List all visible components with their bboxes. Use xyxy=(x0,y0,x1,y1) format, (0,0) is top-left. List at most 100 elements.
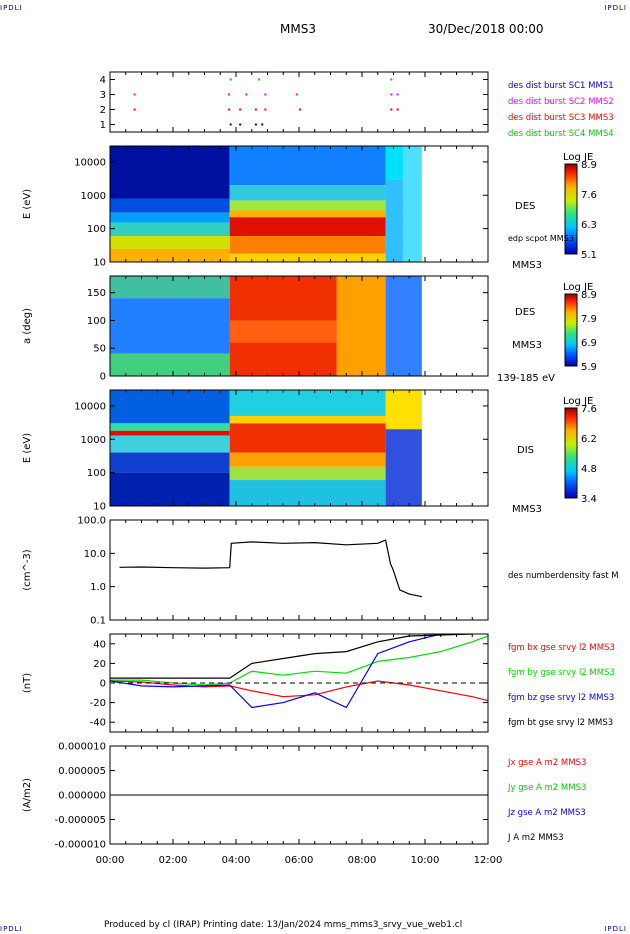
dis-energy-ytick-label: 1000 xyxy=(81,435,106,446)
corner-tag-br: IPDLI xyxy=(604,925,627,933)
current-legend-entry: Jy gse A m2 MMS3 xyxy=(507,783,586,793)
bfield-legend-entry: fgm bz gse srvy l2 MMS3 xyxy=(508,693,614,703)
burst-marker xyxy=(133,93,136,96)
des-energy-cell xyxy=(229,236,386,254)
density-ytick-label: 0.1 xyxy=(90,616,106,627)
corner-tag-tl: IPDLI xyxy=(0,4,23,12)
des-energy-ylabel: E (eV) xyxy=(22,189,33,219)
des-pitch-ytick-label: 100 xyxy=(87,316,106,327)
burst-marker xyxy=(228,108,231,111)
bfield-series-line xyxy=(109,680,489,702)
des-energy-cell xyxy=(229,210,386,218)
des-pitch-colorbar-tick-label: 7.9 xyxy=(581,314,597,325)
des-energy-cell xyxy=(110,222,230,237)
burst-marker xyxy=(261,123,264,126)
des-pitch-cell xyxy=(110,353,230,376)
des-energy-cell xyxy=(229,146,386,186)
des-energy-cell xyxy=(385,146,403,180)
dis-energy-ytick-label: 100 xyxy=(87,468,106,479)
density-ytick-label: 100.0 xyxy=(77,516,106,527)
dis-energy-ytick-label: 10 xyxy=(93,502,106,513)
bfield-ytick-label: 40 xyxy=(93,639,106,650)
des-pitch-energy-range: 139-185 eV xyxy=(497,373,555,384)
des-pitch-cell xyxy=(229,320,337,343)
des-pitch-colorbar-tick-label: 6.9 xyxy=(581,338,597,349)
current-ytick-label: 0.000005 xyxy=(58,766,106,777)
bfield-legend-entry: fgm bt gse srvy l2 MMS3 xyxy=(508,718,613,728)
time-axis-label: 10:00 xyxy=(411,855,440,866)
dis-energy-cell xyxy=(110,435,230,453)
des-energy-ytick-label: 100 xyxy=(87,224,106,235)
footer-credit: Produced by cl (IRAP) Printing date: 13/… xyxy=(104,920,463,930)
dis-energy-ytick-label: 10000 xyxy=(74,401,106,412)
des-energy-ytick-label: 10000 xyxy=(74,157,106,168)
des-pitch-cell xyxy=(110,276,230,299)
burst-marker xyxy=(254,108,257,111)
des-energy-colorbar-tick-label: 5.1 xyxy=(581,250,597,261)
time-axis-label: 12:00 xyxy=(474,855,503,866)
current-ytick-label: 0.000010 xyxy=(58,742,106,753)
current-ytick-label: -0.000010 xyxy=(55,840,106,851)
des-energy-colorbar-title: Log JE xyxy=(563,152,593,163)
burst-legend-entry: des dist burst SC2 MMS2 xyxy=(508,97,614,107)
des-energy-cell xyxy=(229,200,386,211)
burst-marker xyxy=(239,123,242,126)
burst-panel-frame xyxy=(109,71,489,133)
dis-energy-cell xyxy=(110,430,230,436)
dis-energy-cell xyxy=(385,429,422,506)
des-energy-cell xyxy=(229,253,386,262)
current-legend-entry: J A m2 MMS3 xyxy=(507,833,564,843)
burst-marker xyxy=(396,93,399,96)
dis-energy-cell xyxy=(229,390,386,416)
des-pitch-ytick-label: 0 xyxy=(100,372,106,383)
burst-ytick-label: 1 xyxy=(100,120,106,131)
des-pitch-colorbar-tick-label: 5.9 xyxy=(581,362,597,373)
burst-legend-entry: des dist burst SC1 MMS1 xyxy=(508,81,614,91)
density-ylabel: (cm^-3) xyxy=(22,549,33,590)
des-energy-cell xyxy=(229,217,386,237)
des-energy-cell xyxy=(385,179,403,262)
dis-energy-colorbar-tick-label: 3.4 xyxy=(581,494,597,505)
des-energy-cell xyxy=(110,212,230,223)
burst-marker xyxy=(133,108,136,111)
dis-energy-colorbar-tick-label: 7.6 xyxy=(581,404,597,415)
des-energy-cell xyxy=(110,198,230,213)
des-energy-ytick-label: 10 xyxy=(93,258,106,269)
current-ytick-label: -0.000005 xyxy=(55,815,106,826)
density-frame xyxy=(109,519,489,621)
des-energy-ytick-label: 1000 xyxy=(81,191,106,202)
des-pitch-ylabel: a (deg) xyxy=(22,308,33,344)
time-axis-label: 06:00 xyxy=(285,855,314,866)
dis-energy-colorbar-bar xyxy=(564,407,578,499)
des-energy-cell xyxy=(402,146,422,262)
des-pitch-colorbar-tick-label: 8.9 xyxy=(581,290,597,301)
bfield-ytick-label: 0 xyxy=(100,679,106,690)
des-pitch-colorbar-title: Log JE xyxy=(563,282,593,293)
corner-tag-tr: IPDLI xyxy=(604,4,627,12)
dis-energy-label: DIS xyxy=(517,445,534,456)
bfield-legend-entry: fgm by gse srvy l2 MMS3 xyxy=(508,668,615,678)
burst-marker xyxy=(390,93,393,96)
des-pitch-colorbar-bar xyxy=(564,293,578,367)
density-legend-entry: des numberdensity fast M xyxy=(508,571,619,581)
des-energy-label2: MMS3 xyxy=(512,260,542,271)
time-axis-label: 00:00 xyxy=(96,855,125,866)
density-ytick-label: 1.0 xyxy=(90,582,106,593)
bfield-ytick-label: -40 xyxy=(90,718,106,729)
time-axis-label: 04:00 xyxy=(222,855,251,866)
des-energy-cell xyxy=(110,236,230,249)
burst-ytick-label: 3 xyxy=(100,90,106,101)
datetime-title: 30/Dec/2018 00:00 xyxy=(428,22,544,36)
des-pitch-label: DES xyxy=(515,307,535,318)
time-axis-label: 02:00 xyxy=(159,855,188,866)
dis-energy-label2: MMS3 xyxy=(512,504,542,515)
bfield-series-line xyxy=(109,633,441,709)
dis-energy-cell xyxy=(229,480,386,506)
current-ylabel: (A/m2) xyxy=(22,778,33,812)
density-series-line xyxy=(119,539,423,598)
current-legend-entry: Jx gse A m2 MMS3 xyxy=(507,758,586,768)
des-pitch-ytick-label: 150 xyxy=(87,288,106,299)
current-ytick-label: 0.000000 xyxy=(58,791,106,802)
dis-energy-cell xyxy=(110,390,230,424)
